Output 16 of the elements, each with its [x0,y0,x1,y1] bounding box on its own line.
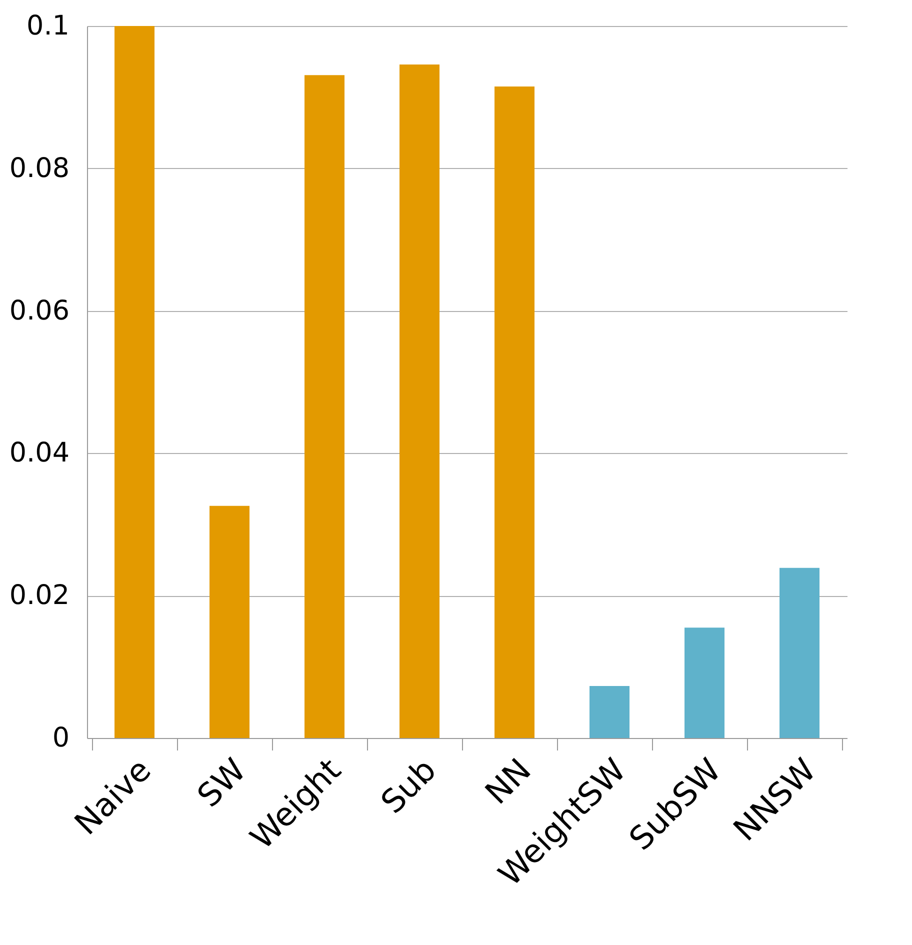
y-tick-label: 0.08 [9,152,70,184]
x-tick-label: Sub [373,750,444,821]
x-tick-label: SW [190,750,254,815]
bar [684,628,724,738]
bar [590,686,630,738]
bar [400,64,440,738]
bar [304,75,344,738]
bar [114,26,154,738]
bar [210,506,250,738]
y-tick-label: 0 [52,722,70,754]
bar [780,568,820,738]
y-tick-label: 0.04 [9,438,70,469]
y-tick-label: 0.06 [9,295,70,326]
bar [494,86,534,738]
y-tick-label: 0.1 [26,10,70,42]
y-tick-label: 0.02 [9,580,70,612]
